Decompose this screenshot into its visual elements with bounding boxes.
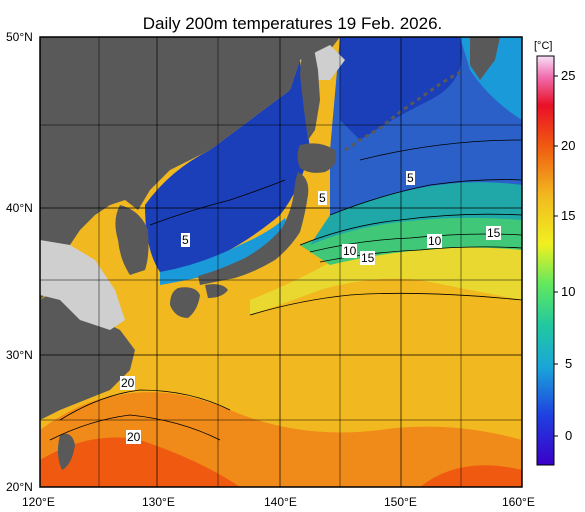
- lon-label-130e: 130°E: [142, 495, 175, 509]
- kamchatka: [470, 37, 500, 80]
- colorbar-ticks: [554, 75, 558, 437]
- colorbar-tick-10: 10: [561, 284, 576, 299]
- kyushu: [170, 287, 200, 318]
- lat-label-50n: 50°N: [6, 30, 33, 44]
- teal-zone: [310, 179, 522, 245]
- contour-label: 5: [406, 171, 415, 185]
- contour-label: 15: [360, 251, 376, 265]
- lon-label-120e: 120°E: [22, 495, 55, 509]
- colorbar-tick-0: 0: [565, 428, 573, 443]
- taiwan: [57, 433, 75, 470]
- colorbar-tick-20: 20: [561, 138, 576, 153]
- hokkaido: [297, 143, 337, 173]
- map-title: Daily 200m temperatures 19 Feb. 2026.: [142, 14, 443, 33]
- colorbar-tick-5: 5: [565, 356, 573, 371]
- sea-of-japan-southern-edge: [160, 218, 290, 285]
- hottest-southwest-zone: [40, 437, 240, 487]
- contour-label: 5: [181, 233, 190, 247]
- lon-label-150e: 150°E: [384, 495, 417, 509]
- colorbar: [536, 55, 555, 466]
- sakhalin: [300, 38, 320, 140]
- contour-label: 20: [120, 376, 136, 390]
- sea-of-japan: [145, 60, 310, 272]
- contour-label: 5: [318, 191, 327, 205]
- lat-label-30n: 30°N: [6, 348, 33, 362]
- graticule-minor: [40, 37, 522, 487]
- contour-label: 15: [486, 226, 502, 240]
- korean-peninsula: [115, 205, 149, 275]
- shikoku: [205, 284, 228, 298]
- lat-label-20n: 20°N: [6, 480, 33, 494]
- hot-southeast-zone: [420, 465, 522, 487]
- map-frame: [39, 36, 523, 488]
- colorbar-tick-15: 15: [561, 208, 576, 223]
- lat-label-40n: 40°N: [6, 201, 33, 215]
- contour-label: 10: [342, 244, 358, 258]
- yellow-sea-shelf: [40, 240, 125, 330]
- transition-zone: [250, 242, 522, 315]
- honshu: [198, 172, 309, 285]
- asian-continent: [40, 37, 340, 300]
- graticule: [40, 37, 522, 487]
- colorbar-tick-25: 25: [561, 68, 576, 83]
- contour-label: 10: [427, 234, 443, 248]
- contour-label: 20: [126, 430, 142, 444]
- colorbar-unit: [°C]: [534, 40, 553, 52]
- kuril-islands: [344, 70, 461, 152]
- lon-label-140e: 140°E: [264, 495, 297, 509]
- lon-label-160e: 160°E: [502, 495, 535, 509]
